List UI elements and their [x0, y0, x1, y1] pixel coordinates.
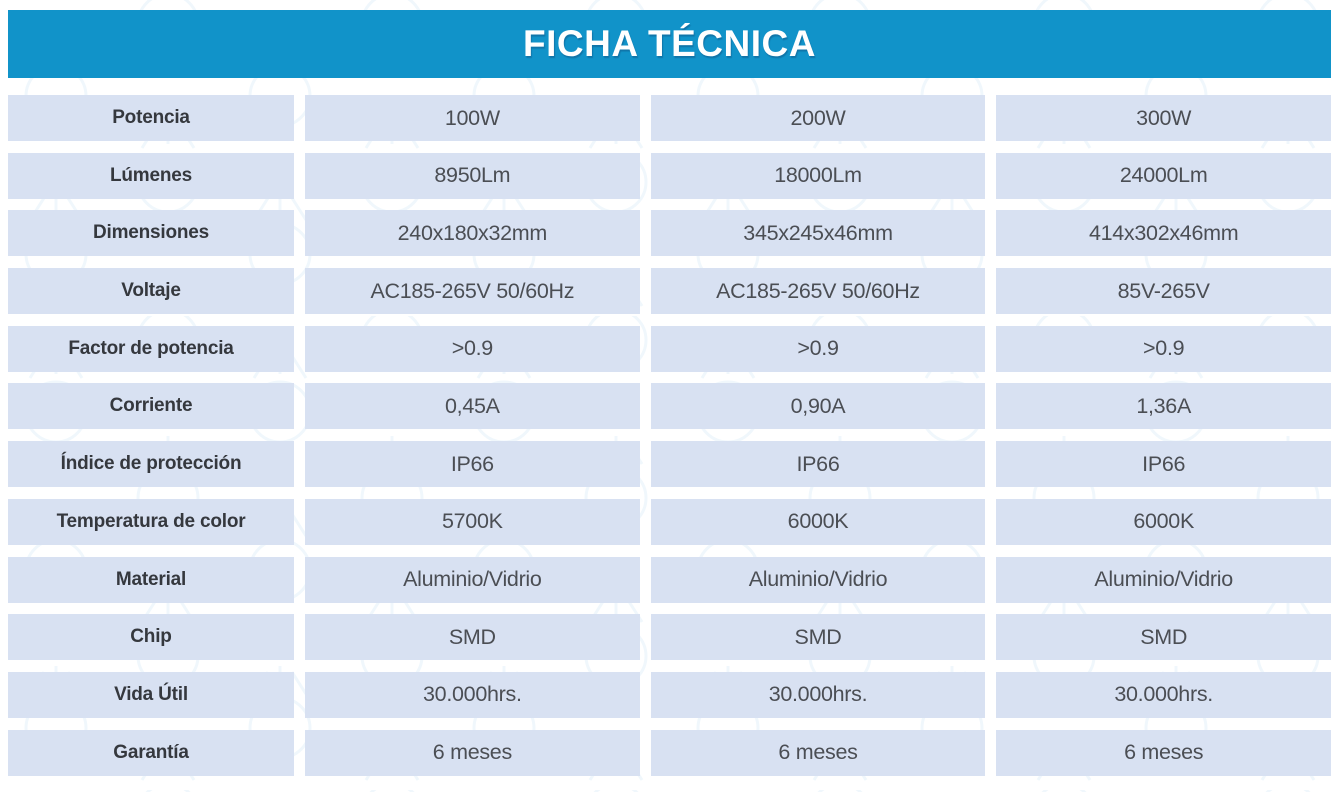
spec-value-cell-1: >0.9 — [305, 325, 640, 372]
spec-value-cell-2: 0,90A — [650, 383, 986, 430]
spec-value-cell-2: SMD — [650, 614, 986, 661]
spec-value-cell-3: 1,36A — [996, 383, 1331, 430]
page-title: FICHA TÉCNICA — [523, 23, 816, 64]
spec-value-cell-1: 0,45A — [305, 383, 640, 430]
row-label: Lúmenes — [8, 152, 294, 199]
row-label: Dimensiones — [8, 210, 294, 257]
row-label: Corriente — [8, 383, 294, 430]
spec-value-cell-1: 30.000hrs. — [305, 671, 640, 718]
spec-value-cell-1: AC185-265V 50/60Hz — [305, 268, 640, 315]
spec-value-cell-1: IP66 — [305, 441, 640, 488]
spec-value-cell-3: Aluminio/Vidrio — [996, 556, 1331, 603]
spec-value-cell-3: IP66 — [996, 441, 1331, 488]
row-label: Garantía — [8, 729, 294, 776]
spec-value-cell-3: 30.000hrs. — [996, 671, 1331, 718]
spec-value-cell-1: 6 meses — [305, 729, 640, 776]
row-label: Material — [8, 556, 294, 603]
spec-value-cell-1: Aluminio/Vidrio — [305, 556, 640, 603]
row-label: Índice de protección — [8, 441, 294, 488]
spec-value-cell-2: 30.000hrs. — [650, 671, 986, 718]
spec-value-cell-3: 414x302x46mm — [996, 210, 1331, 257]
spec-value-cell-2: >0.9 — [650, 325, 986, 372]
spec-value-cell-3: SMD — [996, 614, 1331, 661]
spec-value-cell-1: SMD — [305, 614, 640, 661]
spec-value-cell-3: 85V-265V — [996, 268, 1331, 315]
spec-value-cell-3: 24000Lm — [996, 152, 1331, 199]
spec-value-cell-2: 345x245x46mm — [650, 210, 986, 257]
spec-value-cell-2: 18000Lm — [650, 152, 986, 199]
spec-value-cell-2: 6 meses — [650, 729, 986, 776]
spec-value-cell-2: Aluminio/Vidrio — [650, 556, 986, 603]
row-label: Potencia — [8, 95, 294, 141]
header-bar: FICHA TÉCNICA — [8, 10, 1331, 78]
spec-value-cell-3: 6000K — [996, 498, 1331, 545]
row-label: Voltaje — [8, 268, 294, 315]
row-label: Temperatura de color — [8, 498, 294, 545]
row-label: Chip — [8, 614, 294, 661]
row-label: Vida Útil — [8, 671, 294, 718]
spec-value-cell-1: 8950Lm — [305, 152, 640, 199]
spec-value-cell-1: 5700K — [305, 498, 640, 545]
spec-value-cell-3: 300W — [996, 95, 1331, 141]
spec-value-cell-1: 240x180x32mm — [305, 210, 640, 257]
spec-value-cell-2: 200W — [650, 95, 986, 141]
spec-table: Potencia 100W 200W 300W Lúmenes 8950Lm 1… — [8, 95, 1331, 776]
spec-value-cell-3: 6 meses — [996, 729, 1331, 776]
spec-value-cell-3: >0.9 — [996, 325, 1331, 372]
spec-value-cell-2: 6000K — [650, 498, 986, 545]
spec-value-cell-1: 100W — [305, 95, 640, 141]
spec-value-cell-2: AC185-265V 50/60Hz — [650, 268, 986, 315]
row-label: Factor de potencia — [8, 325, 294, 372]
spec-value-cell-2: IP66 — [650, 441, 986, 488]
